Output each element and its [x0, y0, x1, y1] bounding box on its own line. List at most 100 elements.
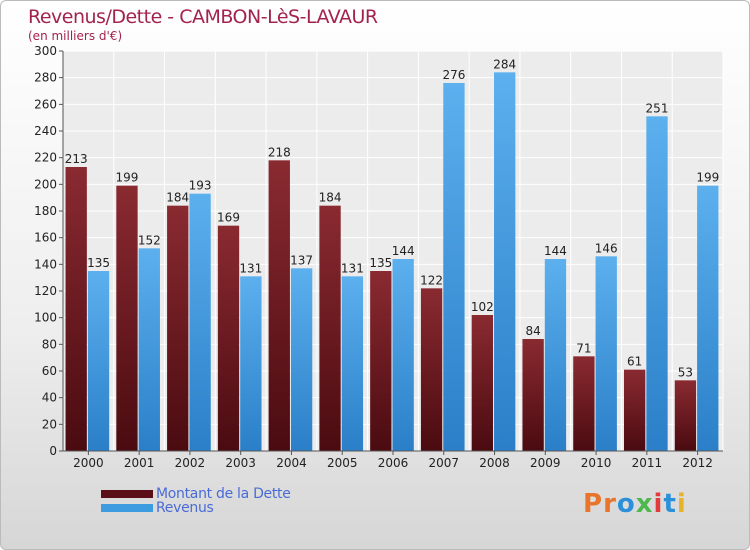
x-tick-label: 2011 [632, 456, 663, 470]
legend-swatch-debt [101, 490, 153, 498]
value-label-debt: 53 [678, 365, 693, 379]
legend-item-debt: Montant de la Dette [101, 486, 291, 502]
value-label-debt: 71 [576, 341, 591, 355]
y-tick-label: 200 [34, 177, 57, 191]
bar-debt [420, 288, 443, 451]
y-tick-label: 300 [34, 44, 57, 58]
x-tick-label: 2004 [276, 456, 307, 470]
bar-debt [624, 369, 646, 451]
y-tick-label: 20 [42, 417, 57, 431]
y-tick-label: 240 [34, 124, 57, 138]
bar-revenus [240, 276, 262, 451]
bar-revenus [189, 193, 211, 451]
chart-subtitle: (en milliers d'€) [28, 29, 123, 43]
bar-revenus [544, 259, 567, 451]
x-tick-label: 2010 [581, 456, 612, 470]
x-tick-label: 2008 [479, 456, 510, 470]
bar-revenus [87, 271, 110, 451]
proxiti-logo: Proxiti [583, 489, 687, 519]
value-label-revenus: 199 [696, 171, 719, 185]
value-label-debt: 84 [525, 324, 540, 338]
value-label-revenus: 276 [442, 68, 465, 82]
bar-debt [65, 167, 87, 451]
x-tick-label: 2005 [327, 456, 358, 470]
bar-debt [319, 205, 341, 451]
y-tick-label: 160 [34, 231, 57, 245]
bar-debt [573, 356, 595, 451]
bar-revenus [494, 72, 516, 451]
value-label-revenus: 146 [595, 241, 618, 255]
value-label-revenus: 135 [87, 256, 110, 270]
axis-layer: 0 20 40 60 80 100 120 140 160 180 200 220 240 260 280 3… [34, 44, 723, 470]
value-label-revenus: 131 [239, 261, 262, 275]
chart-title: Revenus/Dette - CAMBON-LèS-LAVAUR [28, 6, 378, 28]
y-tick-label: 40 [42, 391, 57, 405]
value-label-revenus: 193 [189, 179, 212, 193]
logo-letter: o [616, 489, 636, 519]
bar-debt [522, 339, 544, 451]
bar-debt [167, 205, 189, 451]
legend-swatch-revenus [101, 504, 153, 512]
bar-revenus [290, 268, 313, 451]
x-tick-label: 2006 [378, 456, 409, 470]
value-label-revenus: 137 [290, 253, 313, 267]
y-tick-label: 0 [49, 444, 57, 458]
value-label-debt: 218 [268, 145, 291, 159]
bar-debt [268, 160, 290, 452]
value-label-revenus: 144 [544, 244, 567, 258]
logo-letter: i [676, 489, 687, 519]
legend: Montant de la Dette Revenus [101, 486, 291, 516]
value-label-debt: 169 [217, 211, 240, 225]
value-label-debt: 213 [65, 152, 88, 166]
value-label-revenus: 131 [341, 261, 364, 275]
logo-letter: i [653, 489, 664, 519]
logo-letter: x [635, 489, 654, 519]
bar-revenus [595, 256, 617, 451]
y-tick-label: 80 [42, 337, 57, 351]
bar-revenus [341, 276, 364, 451]
value-label-debt: 184 [166, 191, 189, 205]
legend-label-revenus: Revenus [156, 500, 214, 516]
value-label-debt: 184 [319, 191, 342, 205]
bar-debt [674, 380, 697, 451]
value-label-debt: 102 [471, 300, 494, 314]
logo-letter: P [583, 489, 604, 519]
value-label-debt: 199 [116, 171, 139, 185]
y-tick-label: 280 [34, 71, 57, 85]
bar-debt [217, 225, 240, 451]
value-label-revenus: 152 [138, 233, 161, 247]
x-tick-label: 2000 [73, 456, 104, 470]
logo-letter: t [663, 489, 677, 519]
value-label-debt: 61 [627, 355, 642, 369]
bar-revenus [138, 248, 160, 451]
logo-letter: r [603, 489, 617, 519]
value-label-revenus: 144 [392, 244, 415, 258]
bar-debt [471, 315, 494, 451]
x-tick-label: 2009 [530, 456, 561, 470]
bar-layer [65, 72, 719, 452]
value-label-revenus: 251 [646, 101, 669, 115]
y-tick-label: 180 [34, 204, 57, 218]
bar-debt [370, 271, 392, 451]
bar-revenus [392, 259, 414, 451]
legend-item-revenus: Revenus [101, 500, 291, 516]
x-tick-label: 2002 [175, 456, 206, 470]
y-tick-label: 100 [34, 311, 57, 325]
y-tick-label: 120 [34, 284, 57, 298]
x-tick-label: 2003 [225, 456, 256, 470]
y-tick-label: 140 [34, 257, 57, 271]
x-tick-label: 2001 [124, 456, 155, 470]
value-label-debt: 122 [420, 273, 443, 287]
value-label-revenus: 284 [493, 57, 516, 71]
bar-revenus [697, 185, 719, 451]
bar-debt [116, 185, 138, 451]
y-tick-label: 220 [34, 151, 57, 165]
y-tick-label: 60 [42, 364, 57, 378]
bar-revenus [646, 116, 668, 451]
legend-label-debt: Montant de la Dette [156, 486, 291, 502]
bar-revenus [443, 83, 465, 451]
value-label-debt: 135 [369, 256, 392, 270]
